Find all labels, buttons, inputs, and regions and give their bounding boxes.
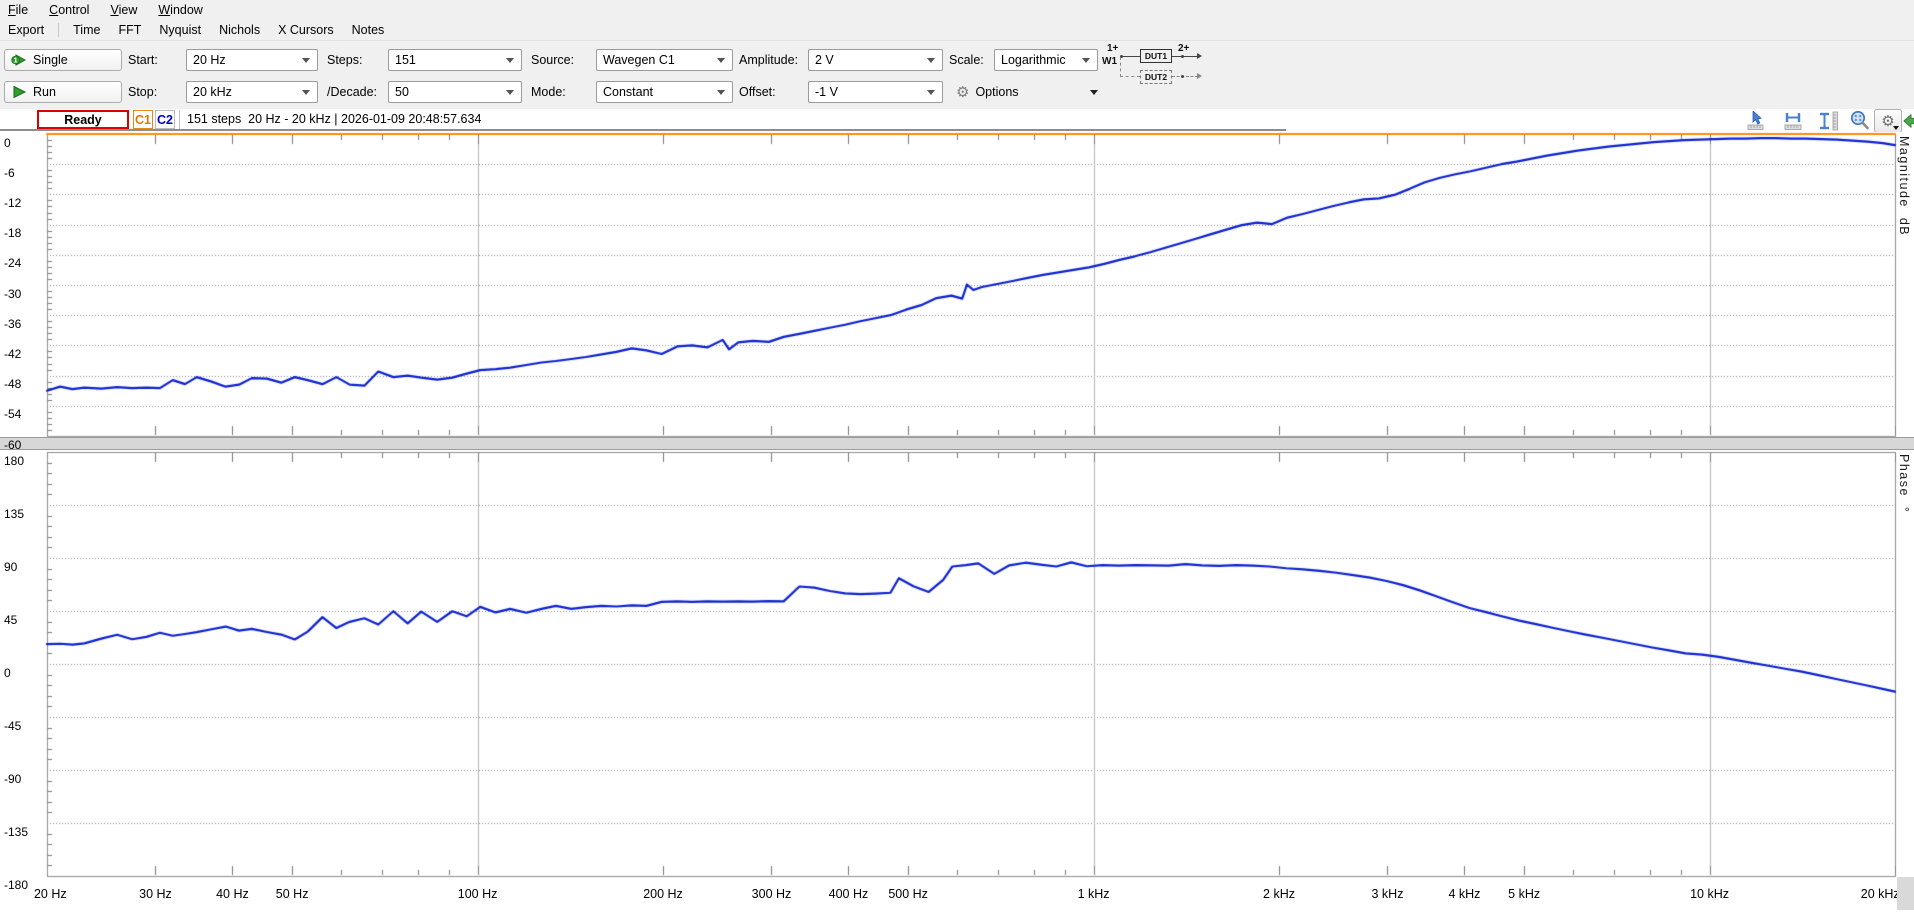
status-bar: Ready C1 C2 151 steps 20 Hz - 20 kHz | 2… <box>0 109 1914 133</box>
chevron-down-icon <box>302 89 310 95</box>
time-view-button[interactable]: Time <box>73 23 101 37</box>
chevron-down-icon <box>717 89 725 95</box>
menu-bar: File Control View Window <box>0 0 1914 19</box>
start-value: 20 Hz <box>193 53 226 67</box>
scale-value: Logarithmic <box>1001 53 1066 67</box>
wavegen-label: W1 <box>1102 56 1117 67</box>
per-decade-label: /Decade: <box>327 85 378 99</box>
stop-value: 20 kHz <box>193 85 232 99</box>
x-cursors-button[interactable]: X Cursors <box>278 23 334 37</box>
single-button-label: Single <box>33 53 68 67</box>
dashed-wire <box>1120 57 1122 77</box>
svg-text:1: 1 <box>14 56 18 65</box>
header-chrome: File Control View Window Export Time FFT… <box>0 0 1914 109</box>
status-separator <box>179 110 180 129</box>
progress-line <box>0 129 1286 131</box>
plot-splitter-handle[interactable] <box>0 437 1914 450</box>
source-combobox[interactable]: Wavegen C1 <box>596 49 733 71</box>
stop-label: Stop: <box>128 85 158 99</box>
dut-wiring-diagram: 1+ W1 DUT1 2+ DUT2 <box>1102 43 1222 89</box>
start-label: Start: <box>128 53 158 67</box>
bode-plot-canvas[interactable] <box>0 132 1914 915</box>
chevron-down-icon <box>302 57 310 63</box>
gear-icon: ⚙ <box>1881 112 1895 130</box>
menu-view[interactable]: View <box>110 2 138 17</box>
sweep-info-text: 151 steps 20 Hz - 20 kHz | 2026-01-09 20… <box>187 112 482 126</box>
run-play-icon <box>13 85 27 99</box>
dut-input-label: 1+ <box>1107 43 1119 54</box>
menu-control[interactable]: Control <box>49 2 90 17</box>
run-button-label: Run <box>33 85 56 99</box>
single-button[interactable]: 1 Single <box>4 49 122 71</box>
chevron-down-icon <box>1082 57 1090 63</box>
amplitude-label: Amplitude: <box>739 53 799 67</box>
nichols-view-button[interactable]: Nichols <box>219 23 261 37</box>
dashed-wire <box>1172 76 1198 78</box>
mode-combobox[interactable]: Constant <box>596 81 733 103</box>
channel1-toggle[interactable]: C1 <box>133 110 153 129</box>
chevron-down-icon <box>927 89 935 95</box>
offset-label: Offset: <box>739 85 776 99</box>
view-toolbar: Export Time FFT Nyquist Nichols X Cursor… <box>0 20 1914 41</box>
options-label: Options <box>975 85 1019 99</box>
mode-label: Mode: <box>531 85 566 99</box>
nyquist-view-button[interactable]: Nyquist <box>159 23 202 37</box>
vertical-measure-icon[interactable] <box>1816 110 1842 131</box>
steps-value: 151 <box>395 53 416 67</box>
per-decade-value: 50 <box>395 85 409 99</box>
wire <box>1120 55 1140 57</box>
fft-view-button[interactable]: FFT <box>118 23 142 37</box>
wire-node <box>1181 75 1184 78</box>
menu-window[interactable]: Window <box>158 2 203 17</box>
cursor-measure-icon[interactable] <box>1745 110 1771 131</box>
wire <box>1172 55 1198 57</box>
chevron-down-icon <box>506 89 514 95</box>
toolbar-separator <box>58 23 60 37</box>
menu-file[interactable]: File <box>8 2 29 17</box>
source-label: Source: <box>531 53 575 67</box>
dashed-wire <box>1120 76 1140 78</box>
dut1-label: DUT1 <box>1144 51 1168 61</box>
options-button[interactable]: ⚙ Options <box>956 81 1098 103</box>
single-play-icon: 1 <box>11 54 27 66</box>
start-combobox[interactable]: 20 Hz <box>186 49 318 71</box>
zoom-icon[interactable] <box>1847 110 1873 131</box>
chevron-down-icon <box>1090 90 1098 95</box>
gear-icon: ⚙ <box>956 83 970 101</box>
arrow-right-icon <box>1197 73 1202 79</box>
dock-arrow-icon[interactable] <box>1903 110 1914 131</box>
chevron-down-icon <box>506 57 514 63</box>
per-decade-combobox[interactable]: 50 <box>388 81 522 103</box>
dut1-box: DUT1 <box>1140 49 1172 63</box>
corner-block <box>1897 877 1914 910</box>
source-value: Wavegen C1 <box>603 53 675 67</box>
notes-button[interactable]: Notes <box>351 23 385 37</box>
amplitude-value: 2 V <box>815 53 834 67</box>
dut2-box: DUT2 <box>1140 70 1172 84</box>
chevron-down-icon <box>1893 126 1899 130</box>
arrow-right-icon <box>1197 52 1202 59</box>
export-button[interactable]: Export <box>8 23 45 37</box>
dut-output-label: 2+ <box>1178 43 1190 54</box>
steps-label: Steps: <box>327 53 363 67</box>
scale-label: Scale: <box>949 53 984 67</box>
scale-combobox[interactable]: Logarithmic <box>994 49 1098 71</box>
run-button[interactable]: Run <box>4 81 122 103</box>
steps-combobox[interactable]: 151 <box>388 49 522 71</box>
stop-combobox[interactable]: 20 kHz <box>186 81 318 103</box>
chevron-down-icon <box>927 57 935 63</box>
offset-combobox[interactable]: -1 V <box>808 81 943 103</box>
amplitude-combobox[interactable]: 2 V <box>808 49 943 71</box>
offset-value: -1 V <box>815 85 838 99</box>
status-state-badge: Ready <box>37 110 129 129</box>
horizontal-measure-icon[interactable] <box>1781 110 1807 131</box>
chevron-down-icon <box>717 57 725 63</box>
mode-value: Constant <box>603 85 654 99</box>
wire-node <box>1181 54 1184 58</box>
dut2-label: DUT2 <box>1144 72 1168 82</box>
plot-settings-button[interactable]: ⚙ <box>1874 109 1902 133</box>
channel2-toggle[interactable]: C2 <box>155 110 175 129</box>
